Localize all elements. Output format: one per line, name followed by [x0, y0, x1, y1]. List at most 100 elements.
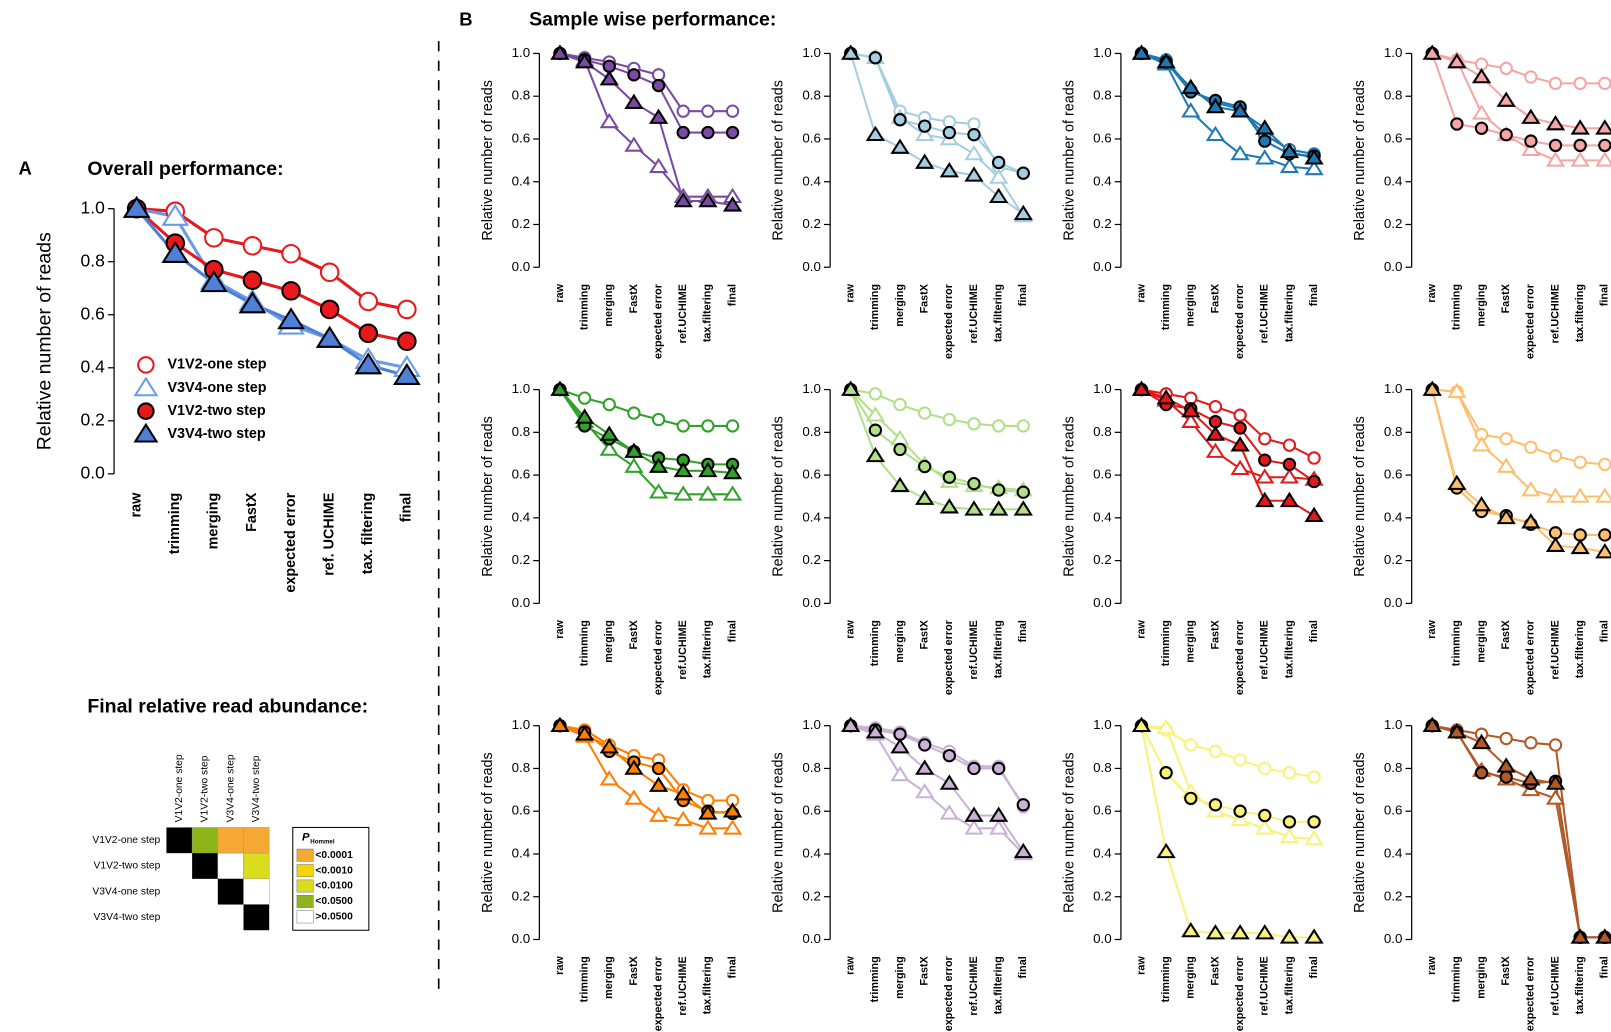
- x-tick-label: trimming: [869, 956, 881, 1002]
- circle-marker: [968, 763, 979, 774]
- y-axis-label: Relative number of reads: [1061, 416, 1077, 577]
- circle-marker: [1259, 433, 1270, 444]
- circle-marker: [727, 420, 738, 431]
- x-tick-label: tax.filtering: [1574, 284, 1586, 342]
- x-tick-label: merging: [894, 620, 906, 663]
- y-axis-label: Relative number of reads: [771, 416, 787, 577]
- circle-marker: [1451, 118, 1462, 129]
- circle-marker: [919, 120, 930, 131]
- legend-marker: [135, 378, 156, 395]
- y-tick-label: 0.2: [802, 216, 821, 231]
- circle-marker: [653, 69, 664, 80]
- x-tick-label: ref.UCHIME: [1549, 284, 1561, 343]
- triangle-marker: [1523, 111, 1539, 123]
- x-tick-label: ref.UCHIME: [677, 284, 689, 343]
- x-tick-label: trimming: [1160, 284, 1172, 330]
- x-tick-label: tax.filtering: [702, 284, 714, 342]
- y-tick-label: 0.4: [1384, 845, 1403, 860]
- x-tick-label: raw: [845, 283, 857, 302]
- circle-marker: [398, 301, 415, 318]
- circle-marker: [944, 750, 955, 761]
- y-tick-label: 1.0: [1384, 45, 1403, 60]
- x-tick-label: FastX: [244, 492, 260, 532]
- y-tick-label: 0.4: [1093, 173, 1112, 188]
- x-tick-label: tax.filtering: [993, 620, 1005, 678]
- x-tick-label: FastX: [1209, 955, 1221, 985]
- triangle-marker: [868, 128, 884, 140]
- x-tick-label: ref.UCHIME: [1549, 956, 1561, 1015]
- x-tick-label: raw: [1135, 620, 1147, 639]
- y-tick-label: 0.8: [1093, 424, 1112, 439]
- legend-marker: [135, 425, 156, 442]
- circle-marker: [628, 69, 639, 80]
- x-tick-label: expected error: [283, 492, 299, 592]
- x-tick-label: final: [1308, 284, 1320, 306]
- x-tick-label: merging: [603, 956, 615, 999]
- x-tick-label: ref.UCHIME: [1259, 284, 1271, 343]
- x-tick-label: expected error: [943, 619, 955, 695]
- circle-marker: [968, 129, 979, 140]
- x-tick-label: expected error: [1234, 283, 1246, 359]
- row-label: V1V2-one step: [92, 835, 160, 846]
- x-tick-label: tax.filtering: [702, 956, 714, 1014]
- x-tick-label: ref.UCHIME: [1259, 956, 1271, 1015]
- circle-marker: [1185, 739, 1196, 750]
- y-tick-label: 0.8: [512, 424, 531, 439]
- circle-marker: [1525, 71, 1536, 82]
- circle-marker: [653, 414, 664, 425]
- y-tick-label: 0.0: [1384, 931, 1403, 946]
- x-tick-label: expected error: [943, 955, 955, 1031]
- series-line: [851, 53, 1024, 173]
- triangle-marker: [942, 776, 958, 788]
- y-tick-label: 1.0: [512, 381, 531, 396]
- circle-marker: [1018, 420, 1029, 431]
- y-tick-label: 0.6: [802, 130, 821, 145]
- x-tick-label: expected error: [1525, 619, 1537, 695]
- triangle-marker: [966, 147, 982, 159]
- x-tick-label: final: [1599, 956, 1611, 978]
- y-tick-label: 1.0: [81, 197, 106, 217]
- circle-marker: [321, 264, 338, 281]
- circle-marker: [1501, 733, 1512, 744]
- x-tick-label: raw: [845, 620, 857, 639]
- y-tick-label: 0.8: [1384, 424, 1403, 439]
- x-tick-label: trimming: [1451, 620, 1463, 666]
- column-label: V1V2-one step: [174, 754, 185, 822]
- circle-marker: [702, 420, 713, 431]
- x-tick-label: final: [399, 493, 415, 523]
- x-tick-label: final: [1599, 620, 1611, 642]
- circle-marker: [968, 118, 979, 129]
- x-tick-label: raw: [845, 956, 857, 975]
- circle-marker: [944, 116, 955, 127]
- triangle-marker: [651, 778, 667, 790]
- x-tick-label: merging: [206, 493, 222, 550]
- legend-label: V3V4-one step: [167, 380, 266, 396]
- circle-marker: [244, 272, 261, 289]
- legend-swatch: [297, 895, 313, 907]
- chart-title: Final relative read abundance:: [87, 695, 368, 717]
- x-tick-label: final: [1017, 284, 1029, 306]
- y-axis-label: Relative number of reads: [1352, 80, 1368, 241]
- heat-cell: [218, 853, 244, 879]
- circle-marker: [1476, 767, 1487, 778]
- triangle-marker: [1523, 772, 1539, 784]
- y-tick-label: 1.0: [802, 45, 821, 60]
- x-tick-label: ref.UCHIME: [677, 956, 689, 1015]
- circle-marker: [360, 293, 377, 310]
- y-tick-label: 0.2: [512, 888, 531, 903]
- x-tick-label: FastX: [1500, 955, 1512, 985]
- triangle-marker: [1474, 438, 1490, 450]
- series-line: [851, 390, 1024, 493]
- diagonal-cell: [243, 905, 269, 931]
- circle-marker: [1210, 401, 1221, 412]
- circle-marker: [1550, 140, 1561, 151]
- circle-marker: [919, 461, 930, 472]
- circle-marker: [727, 127, 738, 138]
- circle-marker: [1550, 450, 1561, 461]
- diagonal-cell: [166, 827, 192, 853]
- y-tick-label: 0.8: [802, 760, 821, 775]
- series-line: [1432, 726, 1605, 938]
- circle-marker: [1210, 746, 1221, 757]
- x-tick-label: raw: [128, 492, 144, 518]
- y-tick-label: 0.2: [81, 409, 105, 429]
